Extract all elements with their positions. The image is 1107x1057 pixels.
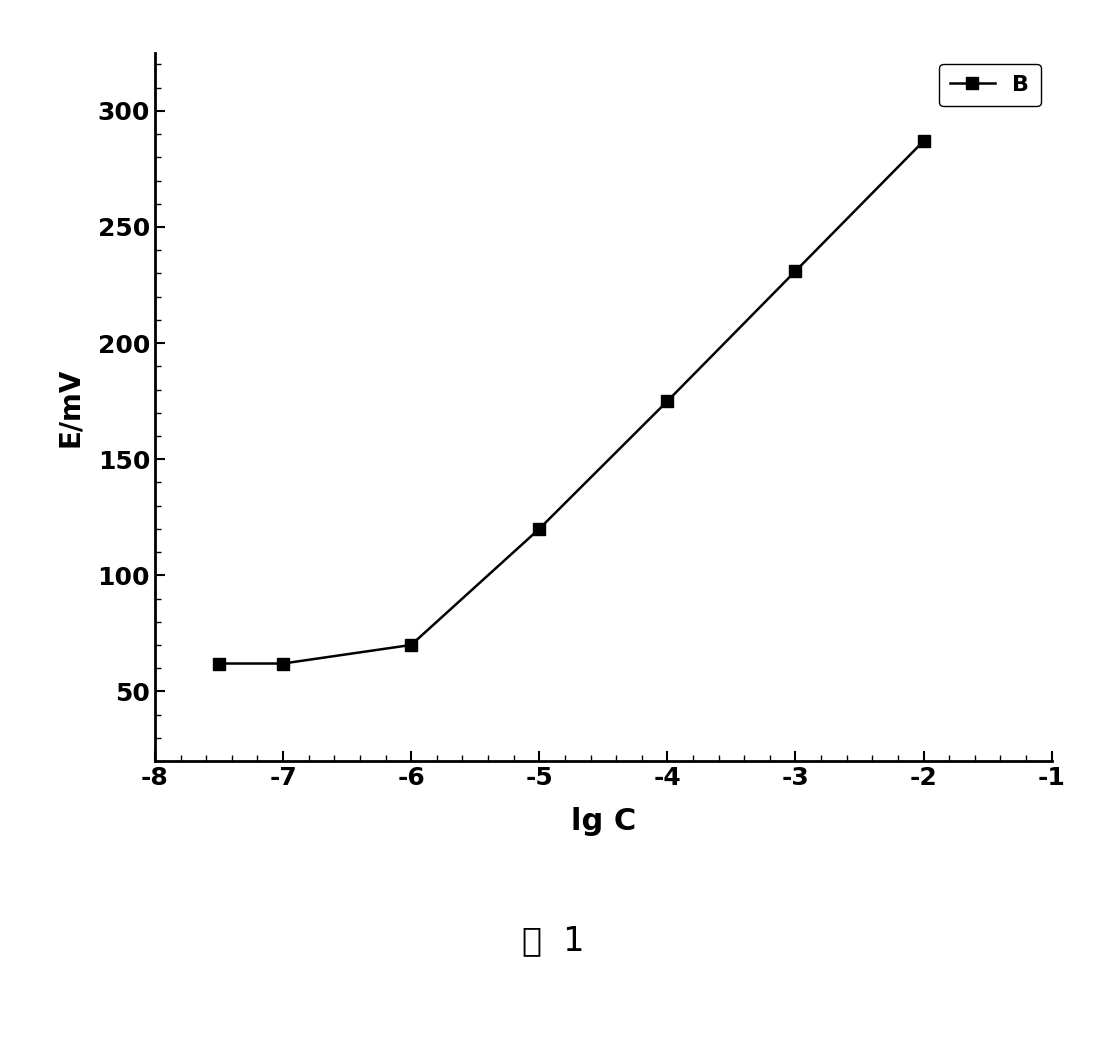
B [404,638,417,651]
Line: B: B [213,135,930,670]
Legend: B: B [939,64,1041,106]
B [917,134,930,147]
B [789,264,803,277]
X-axis label: lg C: lg C [571,806,635,836]
Text: 图  1: 图 1 [523,924,584,958]
B [213,657,226,670]
B [532,522,546,535]
Y-axis label: E/mV: E/mV [55,367,84,447]
B [661,395,674,408]
B [277,657,290,670]
